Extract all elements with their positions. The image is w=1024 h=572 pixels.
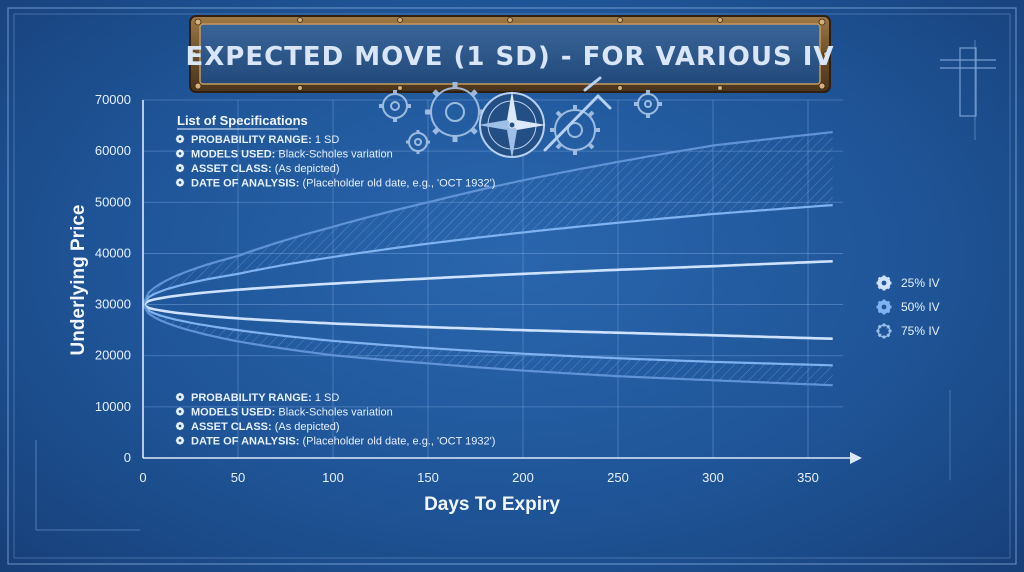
spec-item: PROBABILITY RANGE: 1 SD xyxy=(191,134,339,146)
legend-label: 75% IV xyxy=(901,324,940,338)
band-upper-50-75 xyxy=(143,132,833,305)
spec-item: ASSET CLASS: (As depicted) xyxy=(191,163,340,175)
gear-cluster-icon xyxy=(379,82,662,155)
y-axis-title: Underlying Price xyxy=(68,205,89,356)
x-axis-arrow-icon xyxy=(850,452,862,464)
y-tick-label: 60000 xyxy=(95,143,131,158)
spec-item: MODELS USED: Black-Scholes variation xyxy=(191,407,393,419)
x-tick-label: 0 xyxy=(139,470,146,485)
spec-key: ASSET CLASS: xyxy=(191,421,272,433)
spec-value: (As depicted) xyxy=(272,163,340,175)
y-tick-labels: 0 10000 20000 30000 40000 50000 60000 70000 xyxy=(95,92,131,465)
y-tick-label: 70000 xyxy=(95,92,131,107)
spec-key: PROBABILITY RANGE: xyxy=(191,392,312,404)
gear-icon xyxy=(876,323,892,339)
spec-item: DATE OF ANALYSIS: (Placeholder old date,… xyxy=(191,436,495,448)
x-tick-label: 250 xyxy=(607,470,629,485)
side-caliper-icon xyxy=(940,47,996,117)
series-line-50-iv-lower xyxy=(142,303,833,367)
x-tick-label: 50 xyxy=(231,470,245,485)
y-tick-label: 40000 xyxy=(95,245,131,260)
x-tick-label: 200 xyxy=(512,470,534,485)
legend-item-25-iv: 25% IV xyxy=(876,275,940,291)
gear-icon xyxy=(175,421,185,431)
legend-label: 50% IV xyxy=(901,300,940,314)
gear-icon xyxy=(876,299,892,315)
legend-item-75-iv: 75% IV xyxy=(876,323,940,339)
legend-item-50-iv: 50% IV xyxy=(876,299,940,315)
specifications-top: List of Specifications PROBABILITY RANGE… xyxy=(175,113,495,190)
x-tick-label: 350 xyxy=(797,470,819,485)
series-line-25-iv-lower xyxy=(142,303,833,340)
spec-item: ASSET CLASS: (As depicted) xyxy=(191,421,340,433)
caliper-icon xyxy=(543,76,612,152)
spec-item: DATE OF ANALYSIS: (Placeholder old date,… xyxy=(191,178,495,190)
spec-key: DATE OF ANALYSIS: xyxy=(191,436,299,448)
spec-value: 1 SD xyxy=(312,134,340,146)
spec-value: (As depicted) xyxy=(272,421,340,433)
x-tick-label: 300 xyxy=(702,470,724,485)
chart-title: EXPECTED MOVE (1 SD) - FOR VARIOUS IV xyxy=(185,42,834,72)
spec-value: 1 SD xyxy=(312,392,340,404)
y-tick-label: 20000 xyxy=(95,348,131,363)
compass-rose-icon xyxy=(478,91,546,159)
gear-icon xyxy=(175,407,185,416)
gear-icon xyxy=(175,436,185,445)
specifications-bottom: PROBABILITY RANGE: 1 SD MODELS USED: Blac… xyxy=(175,392,495,448)
blueprint-frame xyxy=(7,7,1017,565)
spec-value: Black-Scholes variation xyxy=(275,407,392,419)
series-line-75-iv-upper xyxy=(142,131,833,306)
y-tick-label: 30000 xyxy=(95,297,131,312)
spec-item: PROBABILITY RANGE: 1 SD xyxy=(191,392,339,404)
spec-key: MODELS USED: xyxy=(191,407,275,419)
x-tick-labels: 0 50 100 150 200 250 300 350 xyxy=(139,470,818,485)
x-axis-title: Days To Expiry xyxy=(424,494,560,515)
gear-icon xyxy=(175,149,185,158)
gear-icon xyxy=(175,392,185,402)
spec-key: PROBABILITY RANGE: xyxy=(191,134,312,146)
series-line-25-iv-upper xyxy=(142,260,833,306)
series-lines xyxy=(142,131,833,387)
series-line-75-iv-lower xyxy=(142,304,833,387)
gear-icon xyxy=(876,275,892,291)
spec-key: DATE OF ANALYSIS: xyxy=(191,178,299,190)
y-tick-label: 50000 xyxy=(95,194,131,209)
iv-bands xyxy=(143,132,833,386)
spec-value: (Placeholder old date, e.g., 'OCT 1932') xyxy=(299,178,495,190)
legend-label: 25% IV xyxy=(901,276,940,290)
spec-value: Black-Scholes variation xyxy=(275,149,392,161)
gear-icon xyxy=(175,134,185,144)
gear-icon xyxy=(175,163,185,173)
spec-key: MODELS USED: xyxy=(191,149,275,161)
axes xyxy=(142,100,862,464)
band-lower-50-75 xyxy=(143,304,833,386)
spec-key: ASSET CLASS: xyxy=(191,163,272,175)
rivet-icons xyxy=(191,17,829,91)
y-tick-label: 0 xyxy=(124,450,131,465)
spec-value: (Placeholder old date, e.g., 'OCT 1932') xyxy=(299,436,495,448)
gear-icon xyxy=(175,178,185,187)
title-plate: EXPECTED MOVE (1 SD) - FOR VARIOUS IV xyxy=(185,15,834,93)
x-tick-label: 100 xyxy=(322,470,344,485)
spec-item: MODELS USED: Black-Scholes variation xyxy=(191,149,393,161)
legend: 25% IV 50% IV 75% IV xyxy=(876,275,940,339)
specifications-heading: List of Specifications xyxy=(177,113,308,128)
series-line-50-iv-upper xyxy=(142,204,833,306)
y-tick-label: 10000 xyxy=(95,399,131,414)
x-tick-label: 150 xyxy=(417,470,439,485)
